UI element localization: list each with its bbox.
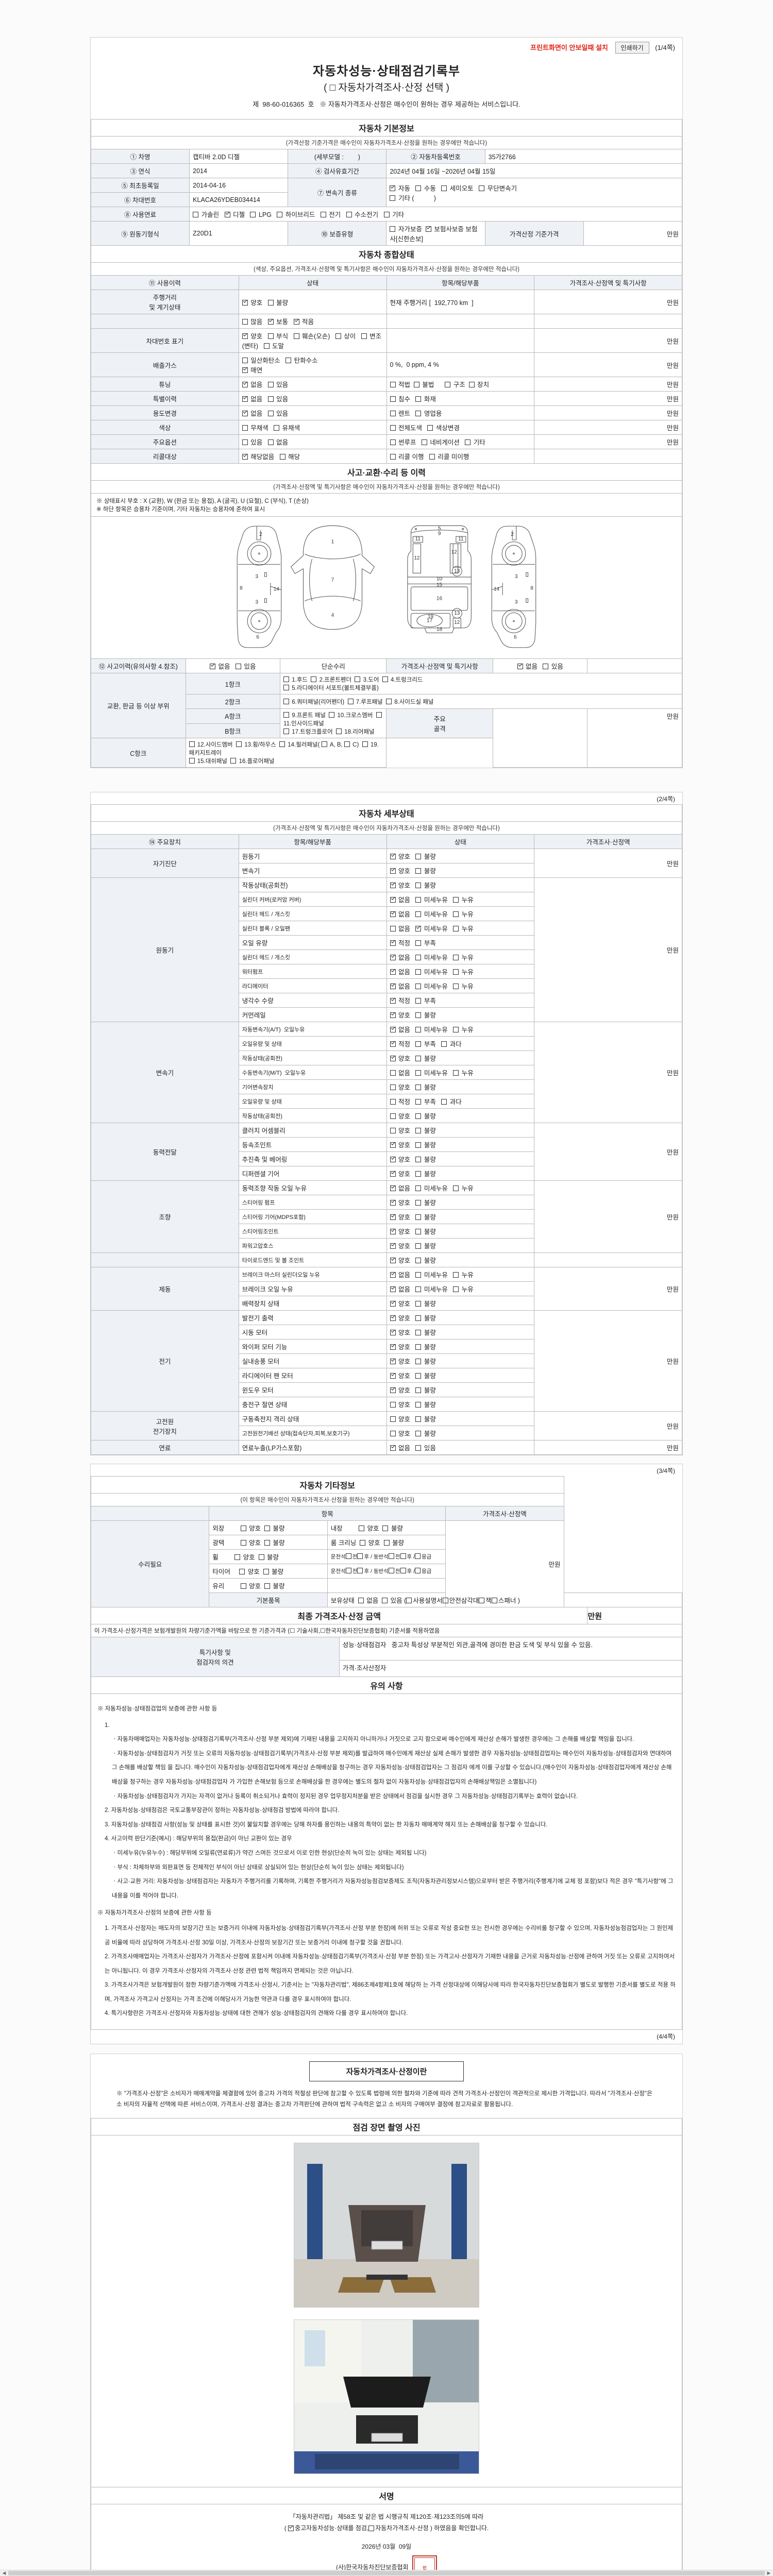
svg-text:8: 8 [240,586,243,591]
svg-text:12: 12 [414,555,420,561]
svg-text:3: 3 [515,574,518,580]
svg-text:11: 11 [415,536,421,542]
svg-text:3: 3 [255,599,258,605]
svg-text:8: 8 [530,586,533,591]
svg-text:11: 11 [458,536,464,542]
svg-text:4: 4 [331,613,334,618]
svg-text:13: 13 [454,569,460,574]
svg-text:10: 10 [436,577,443,582]
svg-text:15: 15 [436,582,443,588]
svg-text:3: 3 [255,574,258,580]
svg-text:17: 17 [427,618,433,623]
svg-text:6: 6 [256,635,259,640]
svg-text:3: 3 [515,599,518,605]
svg-text:2: 2 [511,532,514,537]
svg-text:18: 18 [436,627,443,633]
svg-text:13: 13 [454,611,460,616]
svg-text:9: 9 [438,531,441,536]
svg-text:16: 16 [436,596,443,602]
svg-text:14: 14 [274,587,280,592]
svg-text:12: 12 [451,549,458,555]
svg-text:6: 6 [514,635,517,640]
svg-text:2: 2 [259,532,262,537]
svg-text:12: 12 [454,620,460,625]
svg-text:1: 1 [331,539,334,545]
svg-text:14: 14 [494,587,500,592]
svg-text:7: 7 [331,578,334,583]
